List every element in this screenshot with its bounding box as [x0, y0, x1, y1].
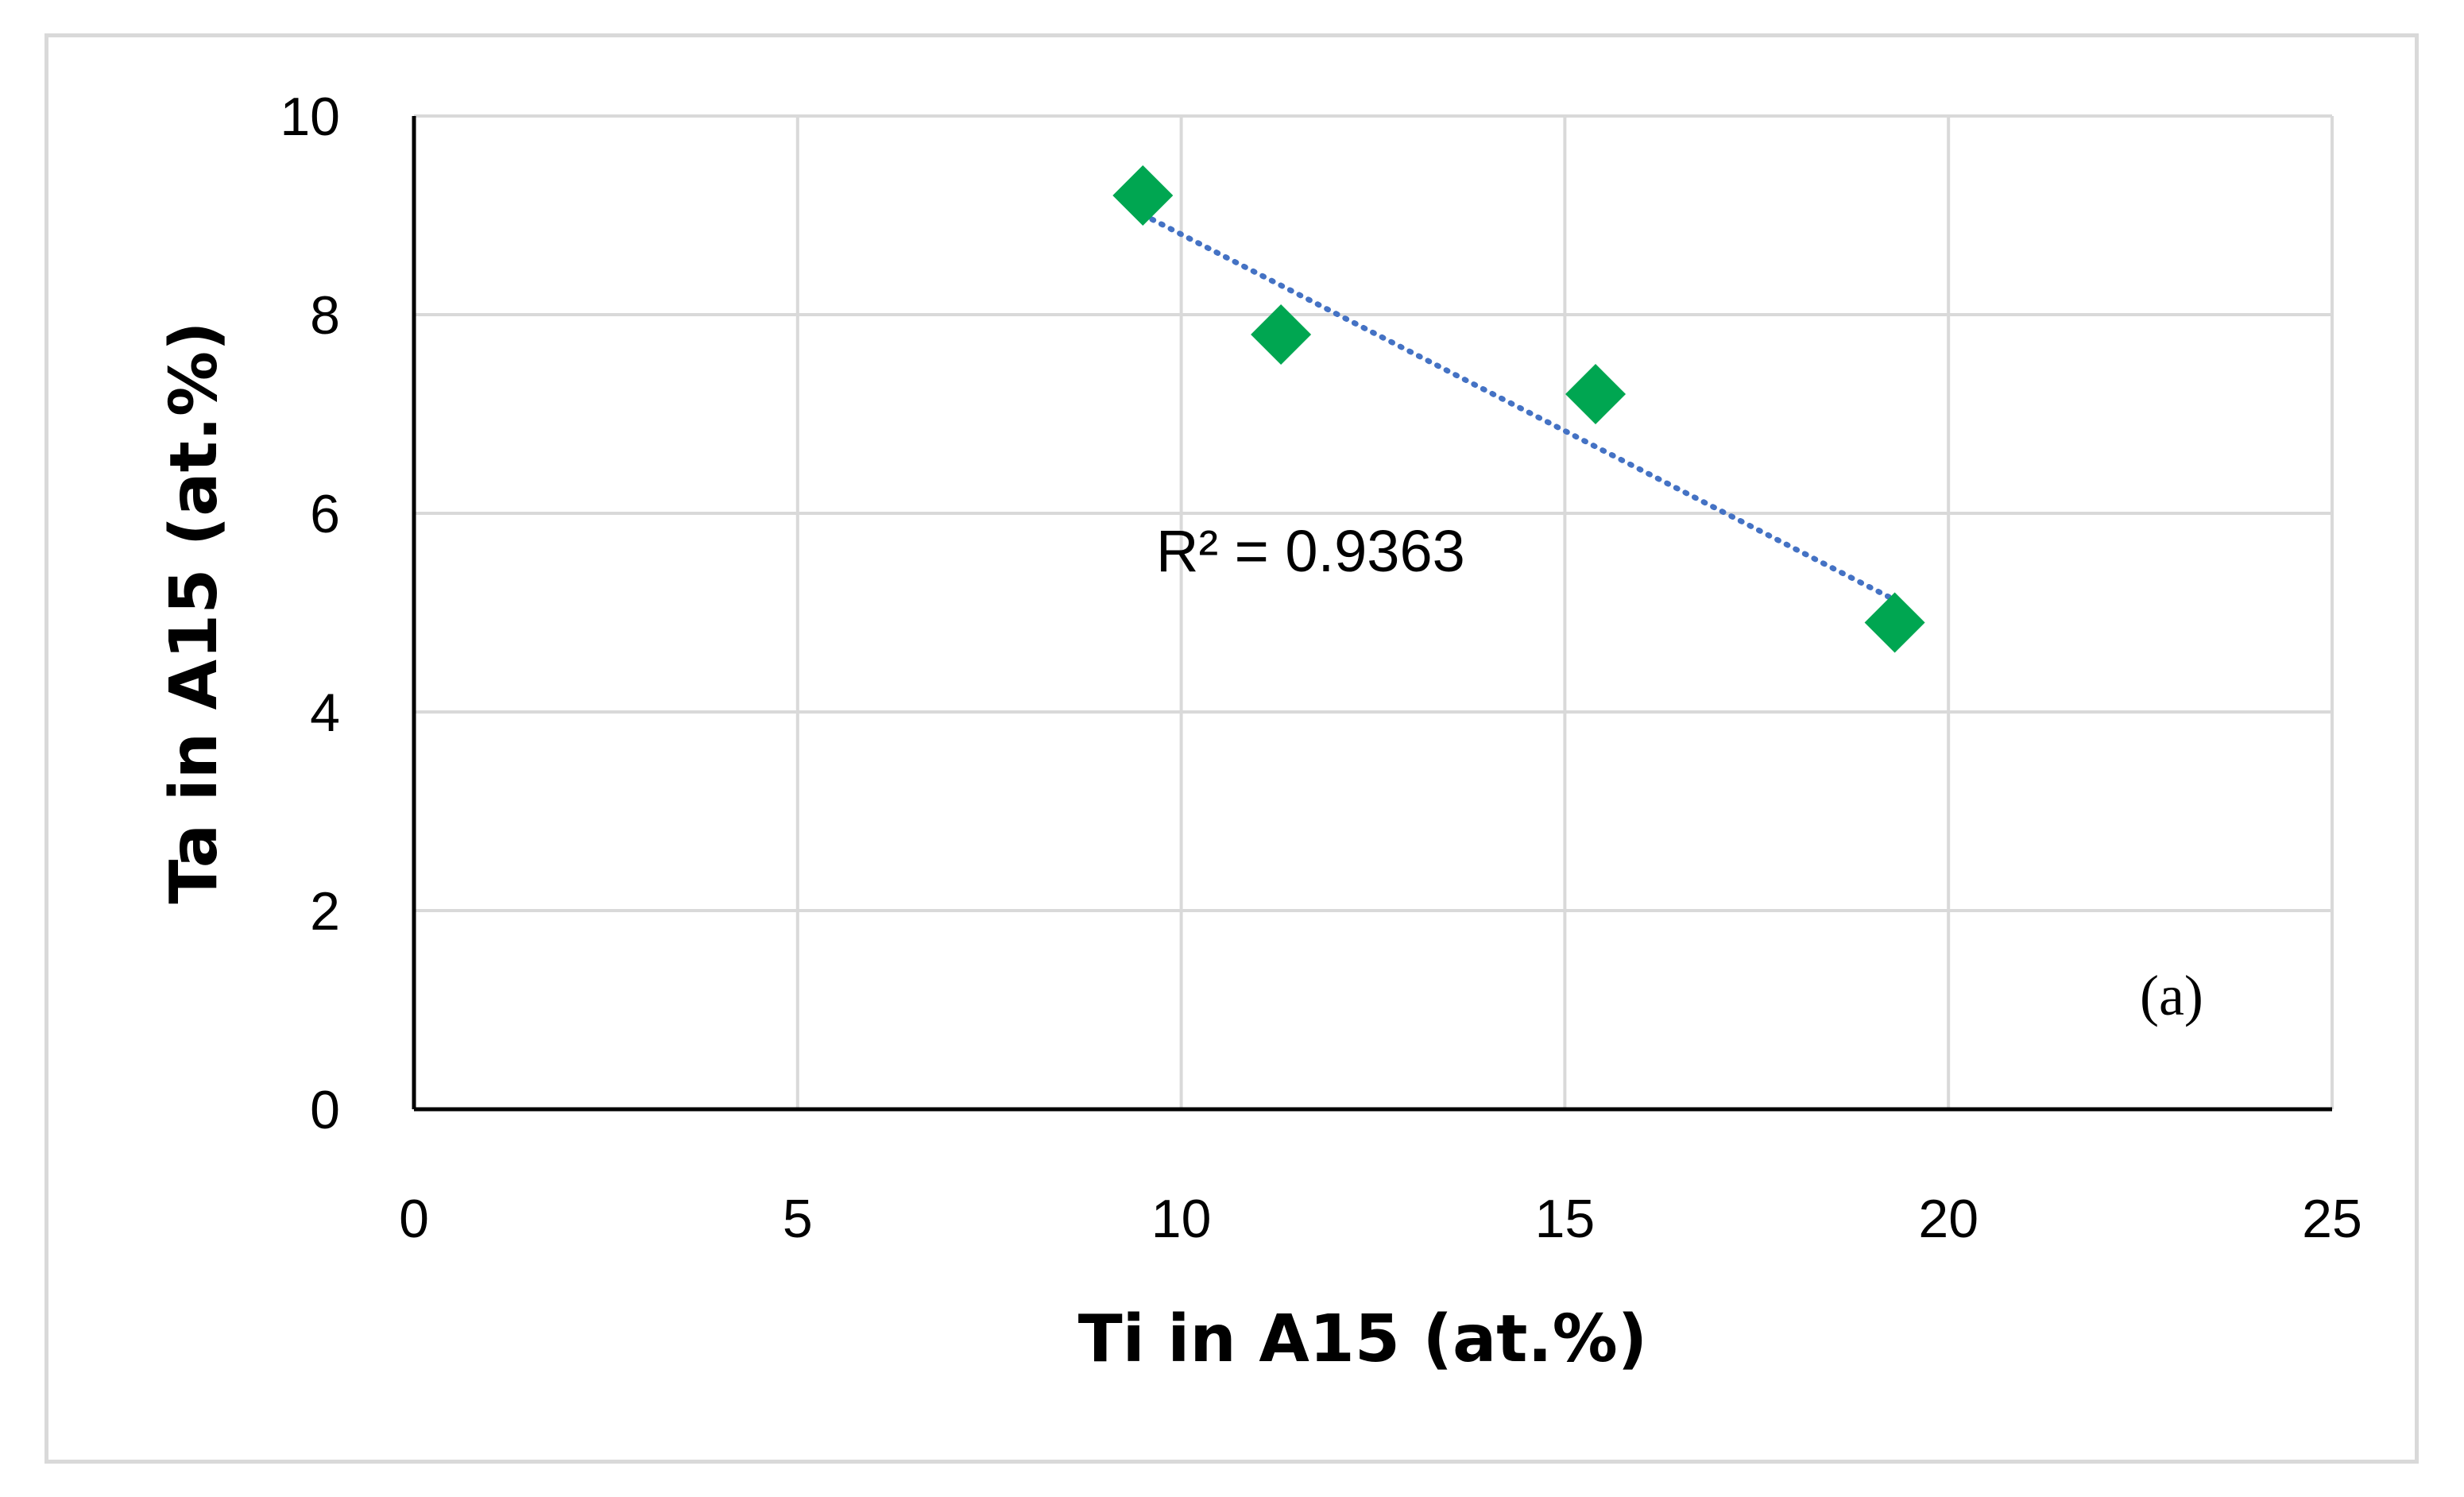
tick-layer: 0 2 4 6 8 10 0 5 10 15 20 25: [280, 87, 2361, 1249]
data-point: [1251, 304, 1312, 365]
x-tick-label: 15: [1535, 1189, 1596, 1249]
x-axis-title: Ti in A15 (at.%): [1078, 1302, 1648, 1377]
y-axis-title: Ta in A15 (at.%): [157, 321, 232, 903]
y-tick-label: 4: [310, 683, 340, 743]
y-tick-label: 10: [280, 87, 340, 147]
data-point: [1864, 592, 1925, 653]
r-squared-label: R² = 0.9363: [1156, 518, 1465, 584]
point-layer: [1112, 165, 1925, 653]
panel-label: (a): [2140, 964, 2203, 1027]
y-tick-label: 8: [310, 285, 340, 346]
y-tick-label: 0: [310, 1080, 340, 1140]
x-tick-label: 20: [1918, 1189, 1979, 1249]
data-point: [1565, 364, 1627, 424]
chart-frame: [44, 33, 2419, 1464]
x-tick-label: 25: [2302, 1189, 2362, 1249]
trend-layer: [1139, 211, 1898, 603]
trendline: [1139, 211, 1898, 603]
axis-layer: [412, 116, 2332, 1112]
x-tick-label: 0: [399, 1189, 429, 1249]
data-point: [1112, 165, 1174, 226]
x-tick-label: 10: [1151, 1189, 1212, 1249]
y-tick-label: 2: [310, 881, 340, 942]
grid-layer: [414, 114, 2334, 1109]
x-tick-label: 5: [783, 1189, 813, 1249]
y-tick-label: 6: [310, 484, 340, 544]
